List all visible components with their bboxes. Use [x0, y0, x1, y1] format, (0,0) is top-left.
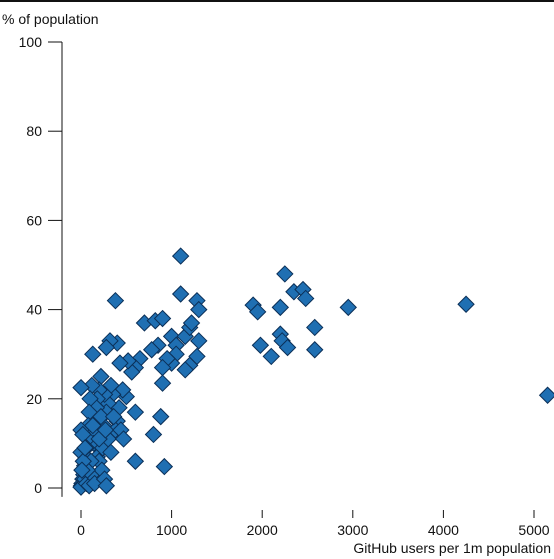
- data-point: [153, 309, 172, 328]
- data-point: [457, 295, 475, 313]
- data-point: [92, 407, 110, 426]
- data-point: [96, 421, 115, 439]
- data-point: [182, 314, 201, 332]
- data-point: [271, 298, 290, 317]
- data-point: [104, 407, 123, 426]
- data-point: [190, 300, 208, 319]
- data-point: [126, 452, 145, 470]
- data-point: [114, 430, 133, 448]
- x-tick-label: 5000: [518, 522, 549, 538]
- x-tick-label: 4000: [428, 522, 459, 538]
- y-tick-label: 0: [34, 480, 42, 496]
- data-point: [72, 378, 90, 397]
- data-point: [142, 341, 161, 359]
- y-axis-title: % of population: [2, 11, 99, 27]
- data-point: [176, 361, 194, 379]
- data-point: [171, 247, 190, 265]
- data-point: [152, 407, 170, 426]
- y-tick-label: 100: [19, 34, 43, 50]
- data-point: [262, 347, 280, 366]
- data-point: [102, 443, 120, 462]
- data-point: [111, 354, 129, 372]
- data-point: [278, 338, 297, 357]
- x-axis-title: GitHub users per 1m population: [353, 540, 551, 556]
- data-point: [248, 303, 267, 321]
- data-point: [84, 416, 102, 435]
- x-tick-label: 3000: [337, 522, 368, 538]
- data-point: [97, 477, 116, 495]
- data-point: [155, 457, 174, 476]
- data-point: [339, 298, 357, 317]
- data-point: [538, 386, 554, 404]
- data-point: [84, 345, 102, 363]
- x-tick-label: 2000: [247, 522, 278, 538]
- data-point: [144, 425, 163, 444]
- data-point: [126, 403, 145, 421]
- data-point: [106, 291, 125, 310]
- x-tick-label: 0: [77, 522, 85, 538]
- data-point: [76, 439, 94, 457]
- x-tick-label: 1000: [156, 522, 187, 538]
- data-point: [190, 332, 208, 350]
- data-point: [97, 338, 116, 357]
- y-tick-label: 20: [26, 391, 42, 407]
- data-point: [296, 289, 315, 308]
- y-tick-label: 80: [26, 123, 42, 139]
- data-point: [251, 336, 270, 354]
- data-point: [276, 265, 294, 283]
- data-point: [171, 285, 190, 303]
- data-point: [73, 461, 91, 479]
- markers: [72, 247, 554, 496]
- y-tick-label: 60: [26, 212, 42, 228]
- data-point: [153, 374, 172, 392]
- data-point: [306, 318, 324, 337]
- y-tick-label: 40: [26, 302, 42, 318]
- data-point: [306, 341, 324, 359]
